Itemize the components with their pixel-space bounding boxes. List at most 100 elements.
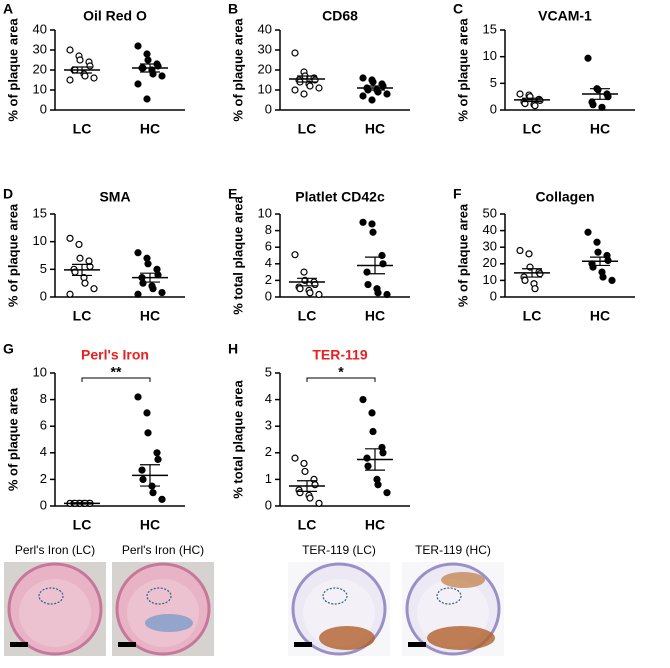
scale-bar	[10, 642, 28, 647]
x-tick-label: LC	[523, 308, 542, 324]
significance-bracket	[306, 377, 376, 382]
y-tick-label: 2	[265, 444, 272, 459]
chart-title: Platlet CD42c	[295, 189, 385, 205]
x-tick-label: HC	[140, 517, 160, 533]
y-tick-label: 15	[483, 21, 497, 36]
data-point	[154, 455, 162, 464]
y-tick-label: 1	[265, 471, 272, 486]
y-tick-label: 10	[33, 81, 47, 96]
data-point	[134, 80, 142, 88]
x-tick-label: LC	[73, 517, 92, 533]
iron-stain	[145, 614, 193, 632]
data-point	[76, 56, 84, 64]
chart-title: TER-119	[312, 347, 367, 363]
data-point	[525, 250, 533, 258]
x-tick-label: HC	[365, 308, 385, 324]
panel-label: G	[3, 341, 14, 357]
y-axis-label: % of plaque area	[5, 203, 20, 307]
data-point	[158, 72, 166, 80]
rbc-stain	[319, 626, 375, 650]
y-tick-label: 5	[490, 75, 497, 90]
lumen	[38, 587, 64, 605]
data-point	[374, 289, 382, 297]
significance-label: **	[111, 364, 122, 380]
data-point	[379, 449, 387, 457]
data-point	[364, 462, 372, 470]
data-point	[66, 290, 74, 298]
y-tick-label: 10	[483, 272, 497, 287]
y-tick-label: 20	[258, 61, 272, 76]
data-point	[144, 260, 152, 268]
x-tick-label: HC	[590, 308, 610, 324]
data-point	[149, 285, 157, 293]
y-tick-label: 15	[33, 205, 47, 220]
y-tick-label: 0	[265, 101, 272, 116]
panel-label: D	[3, 186, 13, 202]
data-point	[315, 84, 323, 92]
data-point	[306, 289, 314, 297]
x-tick-label: LC	[523, 121, 542, 137]
data-point	[81, 72, 89, 80]
y-tick-label: 10	[258, 205, 272, 220]
data-point	[589, 101, 597, 109]
chart-title: SMA	[99, 189, 130, 205]
y-tick-label: 10	[33, 364, 47, 379]
data-point	[300, 459, 308, 468]
data-point	[134, 290, 142, 298]
y-tick-label: 0	[490, 288, 497, 303]
rbc-stain	[441, 572, 485, 588]
data-point	[315, 499, 323, 507]
data-point	[608, 276, 616, 284]
x-tick-label: HC	[365, 517, 385, 533]
data-point	[593, 238, 601, 246]
y-axis-label: % of plaque area	[230, 18, 245, 122]
data-point	[359, 396, 367, 404]
y-tick-label: 0	[40, 497, 47, 512]
y-tick-label: 40	[483, 222, 497, 237]
lumen	[146, 587, 172, 605]
data-point	[139, 475, 147, 483]
scale-bar	[118, 642, 136, 647]
y-tick-label: 20	[33, 61, 47, 76]
data-point	[149, 489, 157, 497]
data-point	[81, 279, 89, 287]
image-caption: TER-119 (HC)	[415, 543, 491, 557]
y-tick-label: 5	[265, 364, 272, 379]
data-point	[291, 251, 299, 259]
y-tick-label: 2	[40, 471, 47, 486]
data-point	[604, 256, 612, 265]
panel-label: F	[453, 186, 462, 202]
data-point	[301, 467, 309, 476]
y-tick-label: 10	[258, 81, 272, 96]
data-point	[383, 489, 391, 497]
data-point	[374, 481, 382, 489]
chart-title: VCAM-1	[538, 8, 592, 24]
y-tick-label: 2	[265, 272, 272, 287]
y-tick-label: 40	[33, 21, 47, 36]
data-point	[75, 240, 83, 249]
data-point	[66, 46, 74, 54]
y-tick-label: 0	[490, 101, 497, 116]
x-tick-label: LC	[73, 121, 92, 137]
x-tick-label: HC	[140, 121, 160, 137]
y-tick-label: 8	[265, 222, 272, 237]
data-point	[139, 279, 147, 287]
y-tick-label: 0	[265, 497, 272, 512]
data-point	[369, 78, 377, 86]
y-tick-label: 0	[40, 101, 47, 116]
y-tick-label: 30	[258, 41, 272, 56]
data-point	[153, 449, 161, 457]
data-point	[516, 90, 524, 98]
data-point	[536, 270, 544, 278]
y-tick-label: 8	[40, 391, 47, 406]
data-point	[363, 454, 371, 462]
y-tick-label: 20	[483, 255, 497, 270]
data-point	[598, 103, 606, 111]
data-point	[368, 409, 376, 417]
data-point	[300, 90, 308, 98]
y-tick-label: 40	[258, 21, 272, 36]
x-tick-label: LC	[298, 308, 317, 324]
data-point	[143, 50, 151, 58]
y-axis-label: % of plaque area	[5, 387, 20, 491]
